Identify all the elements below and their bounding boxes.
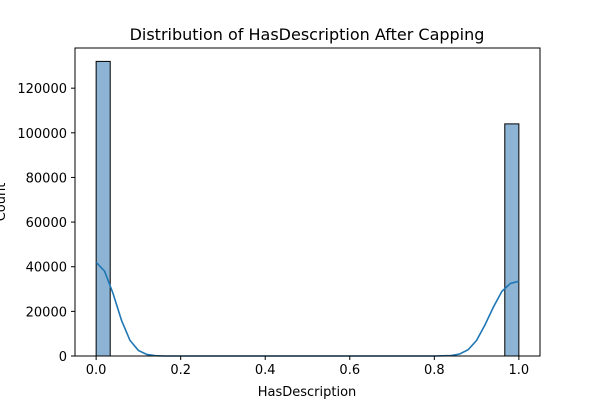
x-tick-label: 0.4 — [255, 363, 276, 378]
y-tick-label: 0 — [59, 350, 67, 365]
y-tick-label: 60000 — [26, 216, 67, 231]
y-tick-label: 20000 — [26, 305, 67, 320]
histogram-bar-1 — [504, 123, 520, 357]
bars-layer — [95, 60, 520, 357]
chart-title: Distribution of HasDescription After Cap… — [130, 25, 485, 44]
y-tick-label: 80000 — [26, 171, 67, 186]
x-axis-title: HasDescription — [258, 385, 357, 400]
histogram-bar-0 — [95, 60, 111, 357]
x-tick-label: 0.2 — [170, 363, 191, 378]
x-tick-label: 0.6 — [339, 363, 360, 378]
y-axis: 0 20000 40000 60000 80000 100000 120000 — [17, 82, 75, 365]
y-tick-label: 40000 — [26, 261, 67, 276]
y-tick-label: 100000 — [17, 127, 67, 142]
x-tick-label: 1.0 — [509, 363, 530, 378]
x-axis: 0.0 0.2 0.4 0.6 0.8 1.0 — [86, 356, 529, 378]
y-axis-title: Count — [0, 183, 9, 222]
plot-frame — [74, 47, 541, 357]
y-tick-label: 120000 — [17, 82, 67, 97]
kde-layer — [95, 261, 520, 357]
kde-line — [95, 261, 520, 357]
x-tick-label: 0.8 — [424, 363, 445, 378]
x-tick-label: 0.0 — [86, 363, 107, 378]
